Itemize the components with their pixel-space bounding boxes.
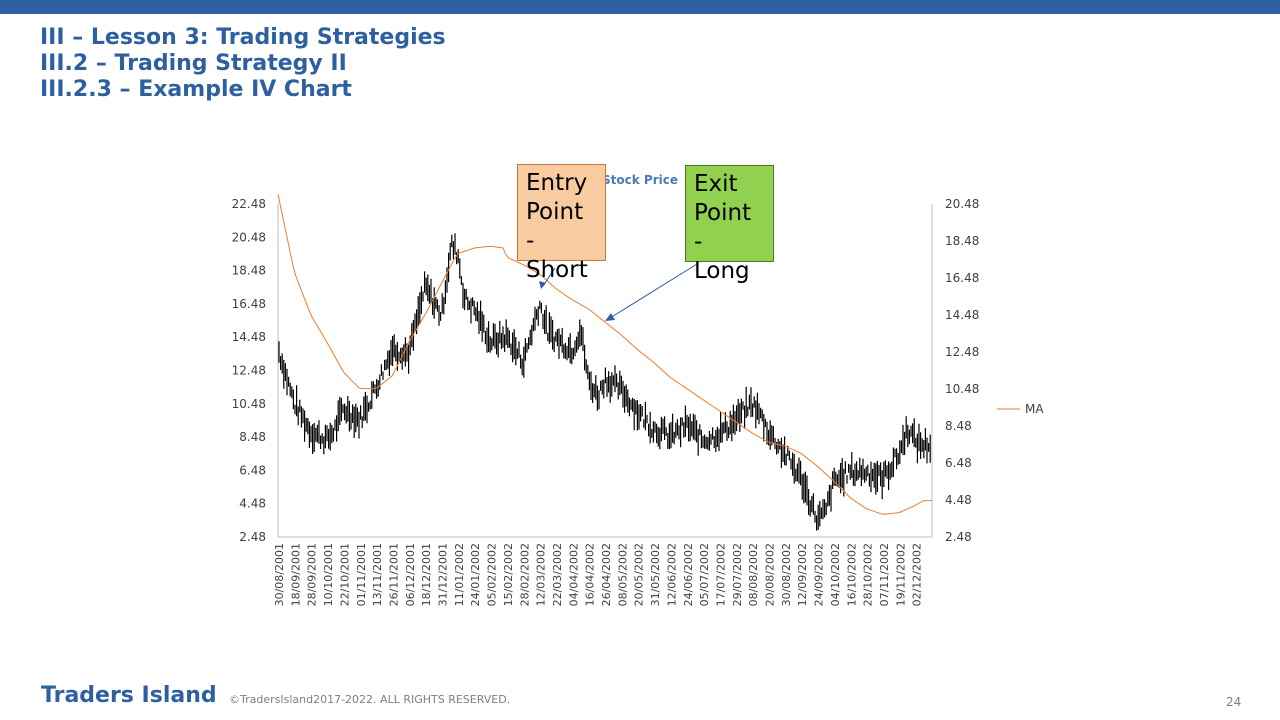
price-series-label: Stock Price — [602, 173, 678, 187]
x-tick-label: 31/05/2002 — [649, 543, 662, 606]
entry-callout-line: Point — [526, 199, 584, 225]
y-left-tick-label: 4.48 — [239, 497, 266, 511]
exit-arrowhead — [605, 313, 615, 321]
brand-logo-text: Traders Island — [41, 683, 217, 708]
x-tick-label: 24/09/2002 — [813, 543, 826, 606]
x-tick-label: 19/11/2002 — [894, 543, 907, 606]
x-tick-label: 20/08/2002 — [764, 543, 777, 606]
x-tick-label: 06/12/2001 — [404, 543, 417, 606]
y-right-tick-label: 18.48 — [945, 234, 979, 248]
y-right-tick-label: 12.48 — [945, 345, 979, 359]
page-number: 24 — [1226, 695, 1242, 709]
copyright-text: ©TradersIsland2017-2022. ALL RIGHTS RESE… — [229, 693, 511, 706]
x-tick-label: 05/02/2002 — [486, 543, 499, 606]
x-tick-label: 13/11/2001 — [371, 543, 384, 606]
x-tick-label: 08/05/2002 — [616, 543, 629, 606]
x-tick-label: 11/01/2002 — [453, 543, 466, 606]
exit-callout-line: - — [694, 229, 703, 255]
x-tick-label: 31/12/2001 — [437, 543, 450, 606]
y-left-tick-label: 18.48 — [232, 264, 266, 278]
title-example: III.2.3 – Example IV Chart — [40, 77, 352, 102]
y-right-tick-label: 10.48 — [945, 382, 979, 396]
y-right-tick-label: 8.48 — [945, 419, 972, 433]
y-right-tick-label: 14.48 — [945, 308, 979, 322]
x-tick-label: 20/05/2002 — [633, 543, 646, 606]
title-strategy: III.2 – Trading Strategy II — [40, 51, 347, 76]
y-left-tick-label: 16.48 — [232, 297, 266, 311]
x-tick-label: 10/10/2001 — [322, 543, 335, 606]
exit-arrow — [609, 263, 698, 319]
ma-legend-label: MA — [1025, 402, 1044, 416]
x-tick-label: 02/12/2002 — [911, 543, 924, 606]
x-tick-label: 08/08/2002 — [747, 543, 760, 606]
x-tick-label: 17/07/2002 — [714, 543, 727, 606]
x-tick-label: 18/09/2001 — [289, 543, 302, 606]
x-tick-label: 01/11/2001 — [355, 543, 368, 606]
y-left-tick-label: 14.48 — [232, 330, 266, 344]
x-tick-label: 15/02/2002 — [502, 543, 515, 606]
x-tick-label: 29/07/2002 — [731, 543, 744, 606]
x-tick-label: 16/10/2002 — [845, 543, 858, 606]
x-tick-label: 26/04/2002 — [600, 543, 613, 606]
x-tick-label: 04/04/2002 — [567, 543, 580, 606]
title-lesson: III – Lesson 3: Trading Strategies — [40, 25, 446, 50]
y-left-tick-label: 20.48 — [232, 230, 266, 244]
exit-callout-line: Exit — [694, 171, 738, 197]
x-tick-label: 22/10/2001 — [338, 543, 351, 606]
x-tick-label: 28/10/2002 — [862, 543, 875, 606]
y-left-tick-label: 10.48 — [232, 397, 266, 411]
slide-titles: III – Lesson 3: Trading Strategies III.2… — [40, 25, 446, 103]
price-series — [278, 233, 931, 531]
y-right-tick-label: 16.48 — [945, 271, 979, 285]
y-right-tick-label: 2.48 — [945, 530, 972, 544]
x-tick-label: 12/06/2002 — [665, 543, 678, 606]
x-tick-label: 12/03/2002 — [535, 543, 548, 606]
x-tick-label: 07/11/2002 — [878, 543, 891, 606]
y-left-tick-label: 2.48 — [239, 530, 266, 544]
x-tick-label: 24/01/2002 — [469, 543, 482, 606]
ma-series — [277, 194, 932, 515]
y-right-tick-label: 6.48 — [945, 456, 972, 470]
y-right-tick-label: 4.48 — [945, 493, 972, 507]
x-tick-label: 24/06/2002 — [682, 543, 695, 606]
y-right-tick-label: 20.48 — [945, 197, 979, 211]
x-tick-label: 05/07/2002 — [698, 543, 711, 606]
x-tick-label: 26/11/2001 — [387, 543, 400, 606]
y-left-tick-label: 8.48 — [239, 430, 266, 444]
x-tick-label: 30/08/2002 — [780, 543, 793, 606]
y-left-tick-label: 6.48 — [239, 463, 266, 477]
entry-callout-line: Entry — [526, 170, 588, 196]
exit-point-callout: Exit Point - Long — [685, 165, 774, 284]
exit-callout-line: Point — [694, 200, 752, 226]
x-tick-label: 22/03/2002 — [551, 543, 564, 606]
exit-callout-line: Long — [694, 258, 750, 284]
x-tick-label: 18/12/2001 — [420, 543, 433, 606]
x-tick-label: 04/10/2002 — [829, 543, 842, 606]
x-tick-label: 28/09/2001 — [306, 543, 319, 606]
y-left-tick-label: 12.48 — [232, 364, 266, 378]
x-tick-label: 30/08/2001 — [273, 543, 286, 606]
entry-callout-line: - — [526, 228, 535, 254]
entry-arrowhead — [539, 281, 546, 289]
x-tick-label: 28/02/2002 — [518, 543, 531, 606]
x-tick-label: 16/04/2002 — [584, 543, 597, 606]
y-left-tick-label: 22.48 — [232, 197, 266, 211]
top-accent-bar — [0, 0, 1280, 14]
entry-callout-line: Short — [526, 257, 588, 283]
x-tick-label: 12/09/2002 — [796, 543, 809, 606]
entry-point-callout: Entry Point - Short — [517, 164, 606, 283]
